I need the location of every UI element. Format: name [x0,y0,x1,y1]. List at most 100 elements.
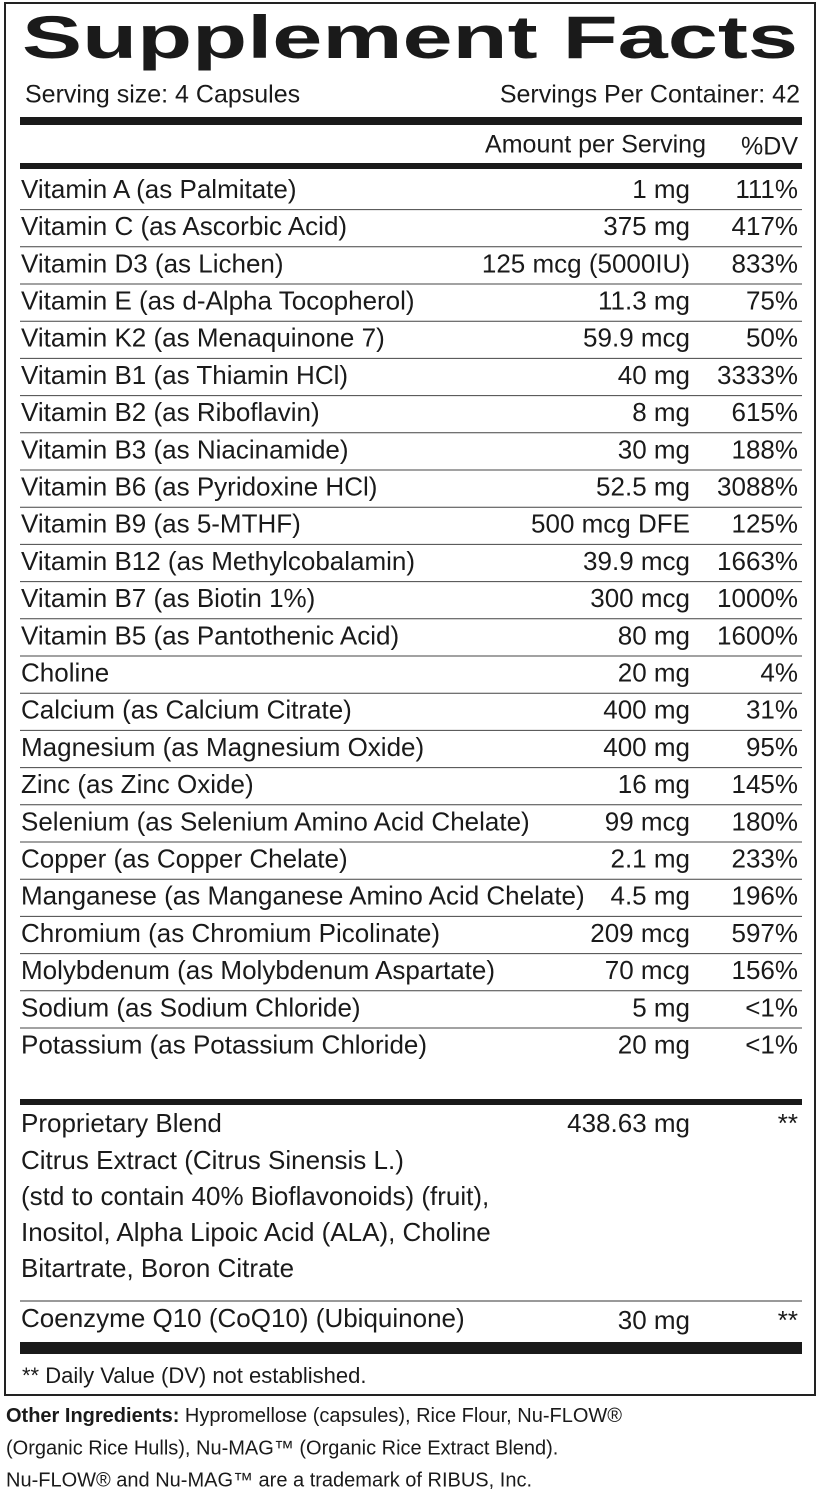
nutrient-amount: 70 mcg [605,955,690,985]
nutrient-amount: 400 mg [603,732,690,762]
nutrient-amount: 39.9 mcg [583,546,690,576]
coq10-amount: 30 mg [618,1305,690,1335]
nutrient-amount: 59.9 mcg [583,323,690,353]
nutrient-dv: 417% [732,211,799,241]
nutrient-amount: 80 mg [618,620,690,650]
nutrient-dv: 31% [746,695,798,725]
nutrient-dv: 3088% [717,471,798,501]
nutrient-name: Vitamin C (as Ascorbic Acid) [21,211,347,241]
blend-ingredient: Inositol, Alpha Lipoic Acid (ALA), Choli… [21,1217,491,1247]
nutrient-name: Vitamin E (as d-Alpha Tocopherol) [21,285,415,315]
nutrient-amount: 300 mcg [590,583,690,613]
nutrient-name: Vitamin B2 (as Riboflavin) [21,397,320,427]
column-header: Amount per Serving [485,131,706,159]
nutrient-amount: 1 mg [632,174,690,204]
title: Supplement Facts [22,4,798,71]
other-ingredients: Other Ingredients: Hypromellose (capsule… [6,1405,622,1427]
nutrient-name: Manganese (as Manganese Amino Acid Chela… [21,881,585,911]
blend-amount: 438.63 mg [567,1108,690,1138]
other-ingredients-text: Hypromellose (capsules), Rice Flour, Nu-… [179,1405,622,1427]
nutrient-dv: 196% [732,881,799,911]
nutrient-amount: 8 mg [632,397,690,427]
nutrient-name: Sodium (as Sodium Chloride) [21,992,361,1022]
nutrient-dv: 3333% [717,360,798,390]
nutrient-amount: 125 mcg (5000IU) [482,248,690,278]
thick-rule [20,1099,802,1105]
coq10-name: Coenzyme Q10 (CoQ10) (Ubiquinone) [21,1303,465,1333]
thick-rule [20,163,802,169]
serving-size: Serving size: 4 Capsules [25,81,300,109]
nutrient-dv: 111% [735,174,798,204]
nutrient-dv: 1000% [717,583,798,613]
nutrient-name: Choline [21,657,109,687]
nutrient-dv: 95% [746,732,798,762]
nutrient-name: Chromium (as Chromium Picolinate) [21,918,440,948]
nutrient-dv: 145% [732,769,799,799]
thick-rule [20,1342,802,1354]
nutrient-dv: 50% [746,323,798,353]
nutrient-dv: 1663% [717,546,798,576]
nutrient-name: Vitamin D3 (as Lichen) [21,248,284,278]
nutrient-name: Vitamin A (as Palmitate) [21,174,297,204]
nutrient-amount: 40 mg [618,360,690,390]
nutrient-name: Molybdenum (as Molybdenum Aspartate) [21,955,495,985]
nutrient-name: Vitamin B3 (as Niacinamide) [21,434,349,464]
nutrient-amount: 2.1 mg [611,843,691,873]
nutrient-dv: 156% [732,955,799,985]
thick-rule [20,117,802,125]
nutrient-dv: 233% [732,843,799,873]
nutrient-name: Potassium (as Potassium Chloride) [21,1029,427,1059]
other-ingredients-label: Other Ingredients: [6,1405,179,1427]
nutrient-dv: 188% [732,434,799,464]
nutrient-name: Copper (as Copper Chelate) [21,843,348,873]
label-border [4,2,816,1396]
nutrient-name: Vitamin B7 (as Biotin 1%) [21,583,315,613]
nutrient-dv: 4% [760,657,798,687]
nutrient-dv: 833% [732,248,799,278]
footnote: ** Daily Value (DV) not established. [22,1363,366,1388]
nutrient-dv: 125% [732,509,799,539]
nutrient-dv: 615% [732,397,799,427]
nutrient-dv: <1% [745,1029,798,1059]
nutrient-amount: 16 mg [618,769,690,799]
nutrient-amount: 20 mg [618,657,690,687]
other-ingredients-text: (Organic Rice Hulls), Nu-MAG™ (Organic R… [6,1437,558,1459]
nutrient-dv: 1600% [717,620,798,650]
nutrient-dv: <1% [745,992,798,1022]
nutrient-amount: 375 mg [603,211,690,241]
nutrient-amount: 30 mg [618,434,690,464]
nutrient-amount: 52.5 mg [596,471,690,501]
nutrient-name: Vitamin B9 (as 5-MTHF) [21,509,301,539]
nutrient-amount: 500 mcg DFE [531,509,690,539]
blend-ingredient: Citrus Extract (Citrus Sinensis L.) [21,1145,404,1175]
nutrient-name: Vitamin B5 (as Pantothenic Acid) [21,620,399,650]
nutrient-amount: 99 mcg [605,806,690,836]
nutrient-amount: 400 mg [603,695,690,725]
nutrient-amount: 11.3 mg [598,285,690,315]
nutrient-name: Zinc (as Zinc Oxide) [21,769,254,799]
nutrient-amount: 4.5 mg [611,881,691,911]
nutrient-dv: 597% [732,918,799,948]
nutrient-amount: 5 mg [632,992,690,1022]
nutrient-dv: 180% [732,806,799,836]
nutrient-name: Calcium (as Calcium Citrate) [21,695,352,725]
nutrient-name: Vitamin K2 (as Menaquinone 7) [21,323,385,353]
blend-ingredient: Bitartrate, Boron Citrate [21,1253,294,1283]
blend-ingredient: (std to contain 40% Bioflavonoids) (frui… [21,1181,489,1211]
nutrient-dv: 75% [746,285,798,315]
coq10-dv: ** [778,1305,798,1335]
other-ingredients-text: Nu-FLOW® and Nu-MAG™ are a trademark of … [6,1469,532,1491]
blend-name: Proprietary Blend [21,1108,222,1138]
nutrient-name: Magnesium (as Magnesium Oxide) [21,732,424,762]
nutrient-name: Vitamin B1 (as Thiamin HCl) [21,360,348,390]
nutrient-name: Vitamin B12 (as Methylcobalamin) [21,546,415,576]
nutrient-amount: 20 mg [618,1029,690,1059]
blend-dv: ** [778,1108,798,1138]
column-header: %DV [741,133,798,161]
nutrient-amount: 209 mcg [590,918,690,948]
servings-per-container: Servings Per Container: 42 [500,81,800,109]
nutrient-name: Selenium (as Selenium Amino Acid Chelate… [21,806,530,836]
nutrient-name: Vitamin B6 (as Pyridoxine HCl) [21,471,377,501]
